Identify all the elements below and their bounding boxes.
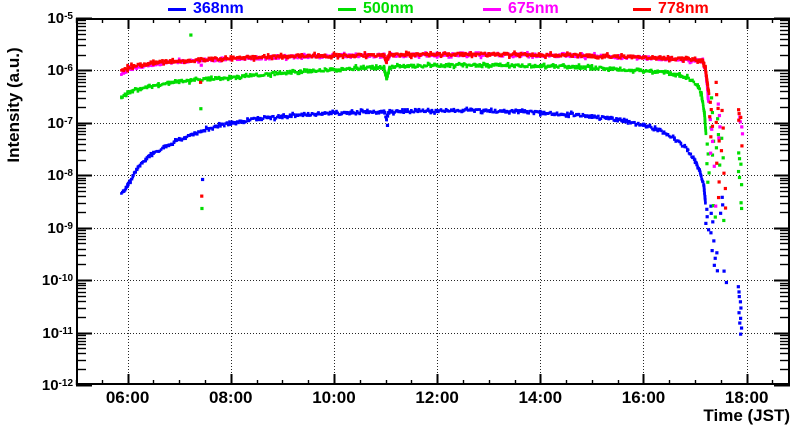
x-tick-label: 18:00 (724, 388, 769, 407)
y-tick-label: 10-6 (47, 62, 73, 80)
legend-item-500nm: 500nm (338, 1, 414, 17)
y-tick-label: 10-8 (47, 167, 73, 185)
y-tick-label: 10-9 (47, 219, 73, 237)
x-tick-label: 06:00 (105, 388, 150, 407)
x-tick-label: 10:00 (312, 388, 356, 407)
legend-item-368nm: 368nm (168, 1, 244, 17)
x-axis-title: Time (JST) (703, 406, 790, 425)
legend-line-swatch-675nm (483, 7, 501, 11)
legend: 368nm 500nm 675nm 778nm (0, 0, 800, 18)
y-tick-label: 10-10 (41, 272, 73, 290)
y-tick-label: 10-5 (47, 10, 73, 27)
legend-item-778nm: 778nm (633, 1, 709, 17)
legend-label-675nm: 675nm (508, 0, 559, 17)
x-tick-label: 12:00 (415, 388, 459, 407)
legend-label-368nm: 368nm (193, 0, 244, 17)
y-axis-title: Intensity (a.u.) (4, 47, 23, 163)
legend-label-778nm: 778nm (658, 0, 709, 17)
y-tick-label: 10-7 (47, 114, 73, 132)
x-tick-label: 16:00 (621, 388, 666, 407)
x-tick-label: 14:00 (518, 388, 563, 407)
legend-line-swatch-778nm (633, 7, 651, 11)
legend-line-swatch-368nm (168, 7, 186, 11)
legend-item-675nm: 675nm (483, 1, 559, 17)
y-tick-label: 10-11 (42, 324, 73, 342)
y-tick-label: 10-12 (41, 377, 73, 394)
legend-line-swatch-500nm (338, 7, 356, 11)
x-tick-label: 08:00 (209, 388, 253, 407)
legend-label-500nm: 500nm (363, 0, 414, 17)
